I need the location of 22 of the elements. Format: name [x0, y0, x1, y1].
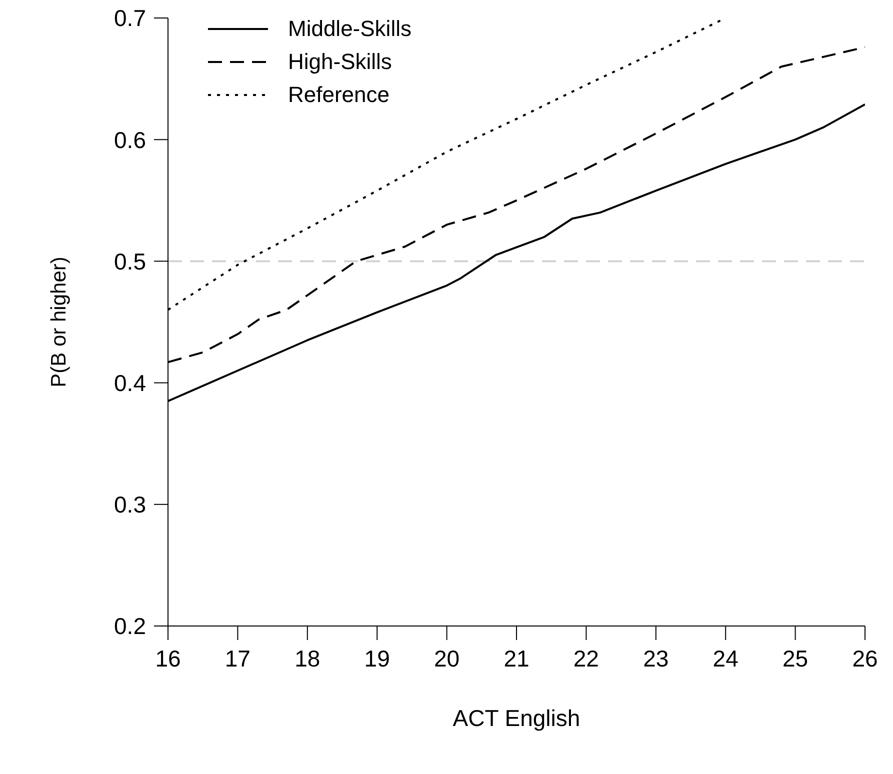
- y-tick-label: 0.5: [114, 248, 146, 274]
- x-tick-label: 21: [504, 645, 530, 672]
- x-tick-label: 20: [434, 645, 460, 672]
- x-tick-label: 24: [712, 645, 739, 672]
- y-axis-title: P(B or higher): [47, 256, 70, 388]
- x-tick-label: 23: [643, 645, 669, 672]
- y-tick-label: 0.6: [114, 126, 146, 153]
- y-tick-label: 0.7: [114, 5, 146, 32]
- y-tick-label: 0.2: [114, 613, 146, 640]
- legend-label: High-Skills: [288, 48, 392, 74]
- legend-label: Middle-Skills: [288, 16, 412, 42]
- x-tick-label: 26: [852, 645, 878, 672]
- x-tick-label: 19: [364, 645, 390, 672]
- x-tick-label: 18: [294, 645, 320, 672]
- y-tick-label: 0.4: [114, 370, 146, 396]
- x-tick-label: 16: [155, 645, 181, 672]
- legend-label: Reference: [288, 82, 390, 108]
- x-tick-label: 17: [224, 645, 250, 672]
- x-tick-label: 22: [573, 645, 599, 672]
- x-tick-label: 25: [782, 645, 808, 672]
- y-tick-label: 0.3: [114, 492, 146, 518]
- x-axis-title: ACT English: [452, 705, 580, 731]
